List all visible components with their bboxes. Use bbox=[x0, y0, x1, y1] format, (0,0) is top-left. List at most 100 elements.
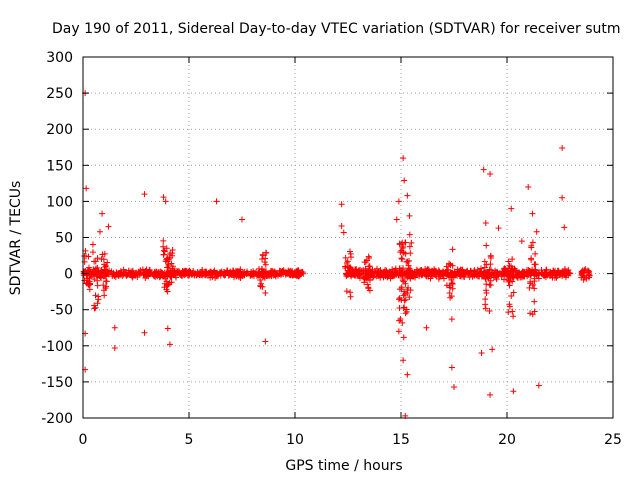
y-tick-label: -50 bbox=[50, 303, 73, 319]
data-point bbox=[527, 280, 534, 287]
outlier-point bbox=[495, 225, 502, 232]
data-point bbox=[482, 305, 489, 312]
outlier-point bbox=[141, 191, 148, 198]
data-point bbox=[485, 275, 492, 282]
data-point bbox=[532, 261, 539, 268]
data-point bbox=[103, 283, 110, 290]
y-tick-label: 50 bbox=[55, 231, 73, 247]
outlier-point bbox=[400, 155, 407, 162]
outlier-point bbox=[393, 216, 400, 223]
data-point bbox=[357, 267, 364, 274]
data-point bbox=[98, 274, 105, 281]
data-point bbox=[109, 273, 116, 280]
data-point bbox=[400, 304, 407, 311]
data-point bbox=[400, 288, 407, 295]
data-point bbox=[454, 272, 461, 279]
data-point bbox=[407, 274, 414, 281]
data-point bbox=[361, 259, 368, 266]
data-point bbox=[487, 255, 494, 262]
outlier-point bbox=[510, 388, 517, 395]
y-axis-label: SDTVAR / TECUs bbox=[8, 181, 24, 296]
data-point bbox=[509, 256, 516, 263]
data-point bbox=[528, 242, 535, 249]
grid-lines bbox=[83, 57, 613, 418]
x-tick-label: 20 bbox=[498, 432, 516, 448]
data-point bbox=[402, 280, 409, 287]
data-point bbox=[104, 259, 111, 266]
outlier-point bbox=[400, 357, 407, 364]
data-point bbox=[586, 272, 593, 279]
data-point bbox=[295, 267, 302, 274]
data-point bbox=[356, 275, 363, 282]
axis-ticks: 0 5 10 15 20 25 300 250 200 150 100 50 0 -50 -100 -150 -… bbox=[41, 50, 622, 448]
data-point bbox=[100, 271, 107, 278]
outlier-point bbox=[508, 205, 515, 212]
data-point bbox=[257, 282, 264, 289]
data-point bbox=[508, 293, 515, 300]
data-point bbox=[240, 269, 247, 276]
data-point bbox=[403, 308, 410, 315]
data-point bbox=[104, 270, 111, 277]
data-point bbox=[561, 271, 568, 278]
data-point bbox=[404, 271, 411, 278]
outlier-point bbox=[487, 170, 494, 177]
data-point bbox=[98, 271, 105, 278]
outlier-point bbox=[451, 383, 457, 390]
outlier-point bbox=[535, 382, 542, 389]
data-point bbox=[444, 267, 451, 274]
data-point bbox=[89, 249, 96, 256]
data-point bbox=[416, 273, 423, 280]
data-point bbox=[485, 269, 492, 276]
data-point bbox=[565, 267, 572, 273]
y-tick-label: -200 bbox=[41, 411, 73, 427]
data-point bbox=[92, 304, 99, 311]
outlier-point bbox=[111, 344, 118, 351]
data-point bbox=[364, 281, 371, 288]
data-point bbox=[353, 267, 360, 274]
x-tick-label: 25 bbox=[604, 432, 622, 448]
outlier-point bbox=[395, 198, 402, 205]
data-point bbox=[435, 275, 442, 282]
outlier-point bbox=[96, 228, 103, 235]
data-point bbox=[139, 266, 146, 273]
data-point bbox=[500, 266, 507, 273]
data-point bbox=[446, 282, 453, 289]
data-point bbox=[407, 287, 414, 294]
data-point bbox=[345, 264, 352, 271]
data-point bbox=[86, 264, 93, 271]
data-point bbox=[134, 274, 141, 281]
data-point bbox=[164, 255, 171, 262]
outlier-point bbox=[164, 325, 171, 332]
data-point bbox=[532, 267, 539, 274]
data-point bbox=[399, 241, 406, 248]
data-point bbox=[362, 265, 369, 272]
data-point bbox=[399, 277, 406, 284]
data-point bbox=[343, 288, 350, 295]
data-point bbox=[436, 269, 443, 276]
data-point bbox=[448, 293, 455, 300]
data-point bbox=[402, 296, 409, 303]
data-point bbox=[578, 274, 585, 281]
data-point bbox=[402, 250, 409, 257]
data-point bbox=[346, 248, 353, 255]
outlier-point bbox=[406, 212, 413, 219]
data-point bbox=[578, 271, 585, 278]
data-point bbox=[401, 297, 408, 304]
data-point bbox=[567, 270, 574, 277]
data-point bbox=[89, 241, 96, 248]
x-tick-label: 10 bbox=[286, 432, 304, 448]
data-point bbox=[118, 270, 125, 277]
data-point bbox=[364, 272, 371, 279]
data-point bbox=[486, 266, 493, 273]
data-point bbox=[486, 307, 493, 314]
data-point bbox=[161, 271, 168, 278]
data-point bbox=[531, 275, 538, 282]
data-point bbox=[94, 264, 101, 271]
data-point bbox=[162, 275, 169, 282]
outlier-point bbox=[395, 328, 402, 335]
data-point bbox=[98, 256, 105, 263]
data-point bbox=[188, 270, 195, 277]
data-point bbox=[91, 269, 98, 276]
data-point bbox=[527, 310, 534, 317]
